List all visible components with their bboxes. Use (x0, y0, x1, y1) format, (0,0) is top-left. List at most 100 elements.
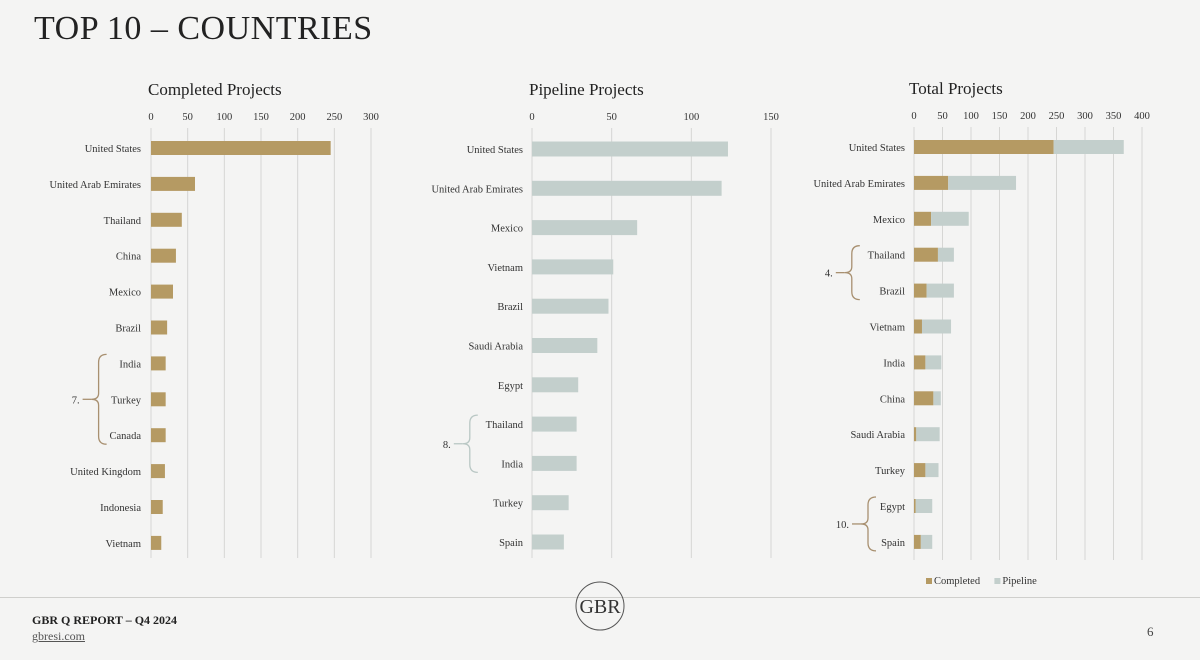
category-label: China (116, 252, 141, 263)
bar-completed (914, 140, 1054, 154)
category-label: Thailand (868, 251, 906, 262)
category-label: Spain (881, 538, 906, 549)
charts-canvas: 0 50 100 150 200 250 300 United States United Ar… (49, 111, 1150, 587)
bar-pipeline (948, 175, 1017, 190)
category-label: United States (467, 145, 523, 156)
category-label: United States (849, 143, 905, 154)
bar-completed (914, 211, 932, 226)
chart-title-pipeline: Pipeline Projects (529, 80, 644, 99)
bar-pipeline (1053, 140, 1124, 154)
category-label: Egypt (880, 502, 905, 513)
bar-value (151, 535, 162, 550)
bar-value (532, 416, 577, 432)
category-label: Egypt (498, 381, 523, 392)
bar-completed (914, 355, 926, 370)
x-tick-label: 150 (992, 111, 1008, 122)
bar-value (151, 356, 166, 371)
bar-pipeline (915, 499, 933, 513)
category-label: Mexico (109, 288, 141, 299)
category-label: India (883, 358, 905, 369)
bar-value (532, 220, 638, 236)
group-rank-label: 8. (443, 440, 451, 451)
category-label: Vietnam (487, 263, 523, 274)
group-brace (844, 245, 860, 301)
bar-completed (914, 391, 934, 406)
bar-completed (914, 247, 938, 262)
footer-divider (0, 597, 1200, 598)
footer-site-link[interactable]: gbresi.com (32, 629, 85, 643)
bar-pipeline (926, 283, 954, 298)
bar-completed (914, 499, 916, 513)
category-label: Turkey (875, 466, 906, 477)
category-label: Spain (499, 538, 524, 549)
group-brace (462, 414, 478, 474)
x-tick-label: 0 (148, 112, 153, 123)
group-brace (860, 496, 877, 552)
category-label: United Arab Emirates (813, 179, 905, 190)
category-label: Thailand (486, 420, 524, 431)
x-tick-label: 50 (937, 111, 948, 122)
category-label: Canada (110, 431, 142, 442)
bar-completed (914, 463, 926, 478)
x-tick-label: 400 (1134, 111, 1150, 122)
bar-completed (914, 427, 917, 442)
category-label: Vietnam (869, 323, 905, 334)
bar-pipeline (920, 534, 933, 549)
bar-value (532, 495, 569, 511)
category-label: Turkey (111, 395, 142, 406)
bar-pipeline (933, 391, 941, 406)
legend-swatch-completed (926, 578, 932, 584)
category-label: United States (85, 144, 141, 155)
page-number: 6 (1147, 624, 1154, 639)
bar-pipeline (937, 247, 954, 262)
group-rank-label: 7. (72, 395, 80, 406)
bar-value (151, 248, 176, 263)
bar-completed (914, 175, 949, 190)
group-brace (91, 353, 107, 445)
legend-label-pipeline: Pipeline (1002, 576, 1037, 587)
footer-report-title: GBR Q REPORT – Q4 2024 (32, 613, 178, 627)
x-tick-label: 300 (363, 112, 379, 123)
group-rank-label: 4. (825, 269, 833, 280)
bar-value (151, 500, 163, 514)
bar-value (151, 320, 168, 335)
category-label: Brazil (879, 287, 905, 298)
bar-value (532, 298, 609, 314)
gbr-logo-icon: GBR (575, 581, 625, 631)
x-tick-label: 150 (253, 112, 269, 123)
x-tick-label: 100 (216, 112, 232, 123)
x-tick-label: 250 (326, 112, 342, 123)
category-label: Indonesia (100, 503, 141, 514)
category-label: Mexico (491, 224, 523, 235)
x-tick-label: 50 (606, 112, 617, 123)
chart-title-total: Total Projects (909, 79, 1003, 98)
legend-swatch-pipeline (994, 578, 1001, 584)
category-label: United Kingdom (70, 467, 141, 478)
x-tick-label: 200 (290, 112, 306, 123)
category-label: United Arab Emirates (431, 184, 523, 195)
category-label: Turkey (493, 499, 524, 510)
category-label: Mexico (873, 215, 905, 226)
x-tick-label: 0 (529, 112, 534, 123)
bar-value (532, 534, 564, 550)
bar-pipeline (925, 463, 939, 478)
bar-pipeline (925, 355, 942, 370)
logo-text: GBR (579, 596, 621, 618)
bar-value (151, 428, 166, 443)
bar-completed (914, 319, 922, 334)
bar-value (151, 284, 173, 299)
category-label: Brazil (115, 324, 141, 335)
bar-completed (914, 283, 927, 298)
category-label: United Arab Emirates (49, 180, 141, 191)
bar-value (151, 392, 166, 407)
group-rank-label: 10. (836, 520, 849, 531)
x-tick-label: 100 (683, 112, 699, 123)
category-label: Brazil (497, 302, 523, 313)
x-tick-label: 100 (963, 111, 979, 122)
bar-value (532, 377, 579, 393)
bar-value (532, 180, 722, 196)
category-label: China (880, 394, 905, 405)
x-tick-label: 350 (1106, 111, 1122, 122)
bar-value (532, 141, 728, 157)
category-label: Thailand (104, 216, 142, 227)
